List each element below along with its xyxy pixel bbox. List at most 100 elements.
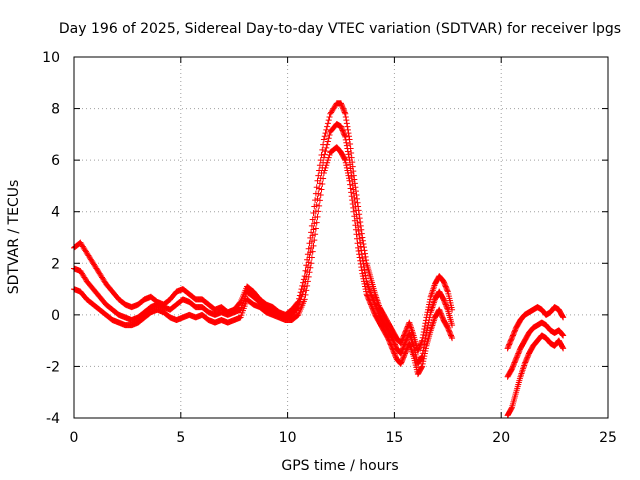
data-point [351,176,358,183]
data-point [559,313,566,320]
data-point [560,314,567,321]
data-point [344,126,351,133]
data-point [510,331,517,338]
x-tick-label: 25 [599,430,617,446]
data-point [414,347,421,354]
data-point [347,181,354,188]
data-point [422,335,429,342]
data-point [324,138,331,145]
data-point [524,354,531,361]
data-point [351,180,358,187]
data-point [321,151,328,158]
data-point [352,188,359,195]
data-point [355,203,362,210]
data-point [296,295,303,302]
data-point [298,286,305,293]
data-point [339,126,346,133]
data-point [399,336,406,343]
data-point [509,364,516,371]
data-point [523,356,530,363]
data-point [311,203,318,210]
data-point [359,270,366,277]
data-point [342,110,349,117]
series-track-a [71,144,456,378]
data-point [398,338,405,345]
data-point [424,309,431,316]
data-point [442,300,449,307]
data-point [399,346,406,353]
data-point [356,235,363,242]
data-point [399,356,406,363]
data-point [343,117,350,124]
data-point [449,335,456,342]
data-point [390,338,397,345]
data-point [512,327,519,334]
data-point [362,253,369,260]
data-point [361,266,368,273]
data-point [419,337,426,344]
data-point [360,244,367,251]
data-point [506,341,513,348]
data-point [346,133,353,140]
data-point [324,123,331,130]
data-point [442,282,449,289]
data-point [323,126,330,133]
data-point [307,234,314,241]
data-point [421,323,428,330]
data-point [305,245,312,252]
data-point [302,291,309,298]
data-point [363,257,370,264]
data-point [509,332,516,339]
data-point [371,300,378,307]
data-point [444,324,451,331]
data-point [427,296,434,303]
data-point [301,273,308,280]
data-point [511,359,518,366]
data-point [420,328,427,335]
data-point [304,256,311,263]
data-point [352,184,359,191]
data-point [441,280,448,287]
x-tick-label: 20 [492,430,510,446]
data-point [417,342,424,349]
data-point [423,329,430,336]
data-point [397,340,404,347]
data-point [449,322,456,329]
data-point [300,279,307,286]
data-point [444,305,451,312]
y-tick-label: 0 [51,308,60,324]
data-point [508,336,515,343]
data-point [321,133,328,140]
data-point [320,136,327,143]
data-point [339,104,346,111]
data-point [345,151,352,158]
y-tick-label: 8 [51,102,60,118]
data-point [443,284,450,291]
x-tick-label: 10 [279,430,297,446]
data-point [319,146,326,153]
data-point [397,360,404,367]
data-point [340,105,347,112]
data-point [415,346,422,353]
data-point [344,167,351,174]
data-point [442,301,449,308]
data-point [418,354,425,361]
data-point [314,177,321,184]
data-point [342,113,349,120]
data-point [294,299,301,306]
data-point [341,132,348,139]
data-point [297,289,304,296]
data-point [440,278,447,285]
data-point [390,347,397,354]
data-point [506,340,513,347]
data-point [516,347,523,354]
data-point [324,157,331,164]
data-point [423,314,430,321]
data-point [326,132,333,139]
x-axis-label: GPS time / hours [281,458,398,474]
data-point [440,296,447,303]
data-point [426,298,433,305]
y-tick-label: -4 [46,411,60,427]
data-point [318,151,325,158]
